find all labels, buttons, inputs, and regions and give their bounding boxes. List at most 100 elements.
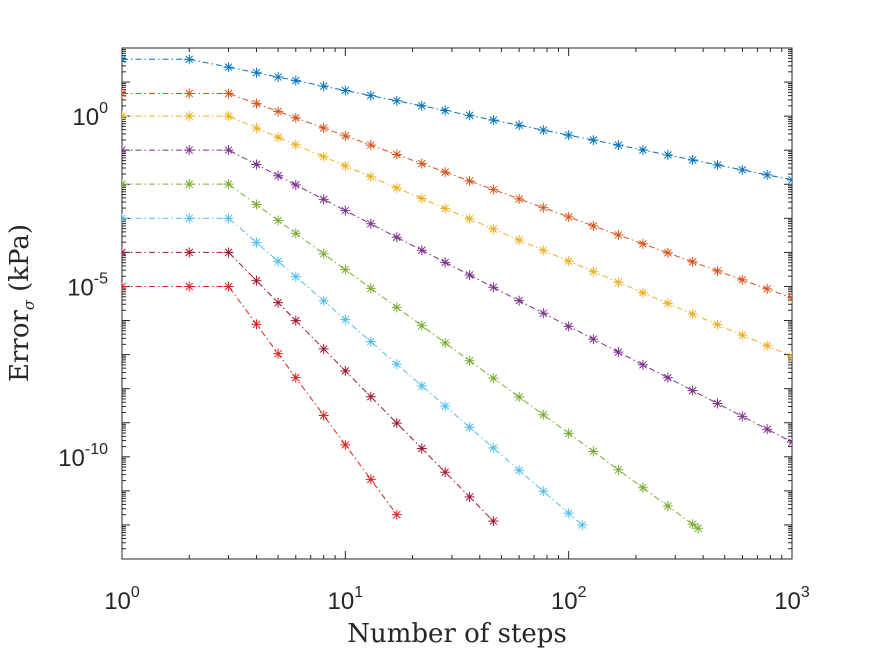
x-axis-label: Number of steps <box>347 619 567 649</box>
marker-d1 <box>122 115 126 120</box>
marker-d2 <box>663 249 672 257</box>
marker-d2 <box>564 257 573 265</box>
series-2-marker <box>762 283 773 294</box>
series-3-marker <box>687 308 698 319</box>
marker-d2 <box>639 483 647 492</box>
marker-d2 <box>465 177 474 185</box>
marker-d2 <box>274 216 282 225</box>
marker-d2 <box>274 349 282 358</box>
series-5-marker <box>440 337 451 348</box>
marker-d1 <box>788 438 792 443</box>
y-axis-label-unit: (kPa) <box>5 224 35 292</box>
marker-d2 <box>489 444 498 452</box>
marker-d2 <box>417 444 426 453</box>
y-tick-exponent: -5 <box>94 270 108 287</box>
marker-d2 <box>319 411 328 420</box>
marker-d2 <box>763 425 772 434</box>
series-1-marker <box>787 174 792 185</box>
marker-d2 <box>274 73 282 81</box>
series-1-marker <box>223 62 234 73</box>
marker-d2 <box>614 231 623 239</box>
series-7-marker <box>464 491 475 502</box>
series-7-marker <box>318 343 329 354</box>
series-5-marker <box>488 373 499 384</box>
series-6-marker <box>577 519 588 530</box>
series-3-marker <box>365 171 376 182</box>
marker-d2 <box>465 356 474 365</box>
series-3-marker <box>613 277 624 288</box>
series-7-marker <box>488 516 499 527</box>
marker-d2 <box>564 509 573 518</box>
series-5-marker <box>514 392 525 403</box>
series-7-marker <box>440 467 451 478</box>
marker-d1 <box>122 285 126 291</box>
series-8-marker <box>318 410 329 421</box>
series-4-marker <box>223 145 234 156</box>
series-3-marker <box>514 234 525 245</box>
series-5-marker <box>318 248 329 259</box>
series-5-marker <box>290 228 301 239</box>
series-1-marker <box>687 154 698 165</box>
series-4-marker <box>613 347 624 358</box>
series-2-marker <box>122 88 127 99</box>
series-2-marker <box>440 167 451 178</box>
series-1-marker <box>340 85 351 96</box>
series-8-marker <box>122 281 127 292</box>
marker-d2 <box>252 160 261 169</box>
series-8-marker <box>340 439 351 450</box>
series-3-marker <box>290 139 301 150</box>
series-5-marker <box>184 179 195 190</box>
series-1-marker <box>588 135 599 146</box>
marker-d2 <box>639 288 647 297</box>
marker-d2 <box>688 156 697 164</box>
marker-d2 <box>614 141 623 149</box>
marker-d2 <box>366 337 375 346</box>
series-5-marker <box>538 409 549 420</box>
series-7-marker <box>340 365 351 376</box>
marker-d2 <box>319 345 328 353</box>
series-5-marker <box>464 355 475 366</box>
marker-d2 <box>489 225 498 233</box>
series-5-marker <box>391 302 402 313</box>
series-1-line <box>122 58 792 181</box>
marker-d2 <box>763 341 772 350</box>
y-tick-base: 10 <box>67 274 94 301</box>
marker-d2 <box>341 315 350 324</box>
marker-d2 <box>291 272 300 281</box>
marker-d2 <box>185 55 194 64</box>
series-8-marker <box>365 474 376 485</box>
series-3-marker <box>762 340 773 351</box>
series-3-line <box>122 115 792 357</box>
x-tick-exponent: 1 <box>354 584 363 601</box>
marker-d2 <box>417 194 426 203</box>
series-6-marker <box>290 271 301 282</box>
marker-d2 <box>578 521 587 529</box>
series-2-line <box>122 93 792 299</box>
series-1-marker <box>637 145 648 156</box>
marker-d2 <box>185 112 194 120</box>
marker-d2 <box>788 441 792 446</box>
marker-d2 <box>417 321 426 330</box>
marker-d2 <box>465 215 474 223</box>
series-2-marker <box>637 238 648 249</box>
marker-d2 <box>252 200 261 209</box>
series-8-marker <box>290 372 301 383</box>
marker-d2 <box>539 203 548 212</box>
series-3-marker <box>340 160 351 171</box>
marker-d2 <box>639 360 647 369</box>
marker-d2 <box>274 107 282 116</box>
series-5-marker <box>588 446 599 457</box>
series-2-marker <box>588 220 599 231</box>
series-6-marker <box>538 486 549 497</box>
marker-d2 <box>539 126 548 134</box>
marker-d2 <box>224 248 233 257</box>
marker-d2 <box>252 99 261 108</box>
marker-d2 <box>515 121 523 130</box>
series-8-marker <box>251 319 262 330</box>
marker-d2 <box>441 204 450 213</box>
y-axis-label-main: Error <box>5 310 35 382</box>
marker-d2 <box>252 238 261 247</box>
series-2-marker <box>251 98 262 109</box>
marker-d2 <box>291 76 300 85</box>
